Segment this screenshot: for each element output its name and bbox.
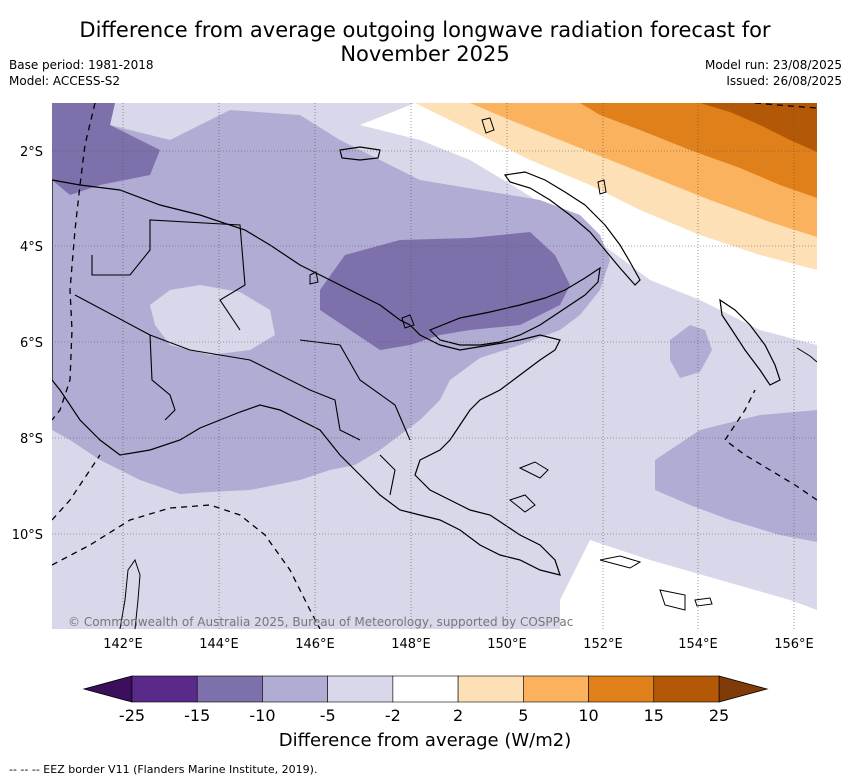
- colorbar-tick-label: 10: [578, 706, 598, 725]
- colorbar-segment: [392, 675, 459, 703]
- coastline-manus: [339, 146, 381, 161]
- colorbar-tick-label: -2: [385, 706, 401, 725]
- colorbar-tick-label: 2: [453, 706, 463, 725]
- colorbar-segment: [262, 675, 328, 703]
- coastline-solomons: [796, 347, 817, 363]
- model-run: Model run: 23/08/2025: [704, 58, 842, 72]
- colorbar-extend-low: [82, 675, 133, 703]
- coastline-small-islands: [508, 461, 713, 611]
- lon-label: 148°E: [391, 637, 431, 652]
- lon-label: 146°E: [295, 637, 335, 652]
- meta-left: Base period: 1981-2018 Model: ACCESS-S2: [9, 57, 154, 89]
- border-provinces-north: [91, 219, 246, 331]
- eez-border-west: [52, 103, 96, 421]
- anomaly-fill-neg-10-central: [320, 232, 570, 350]
- lon-label: 154°E: [678, 637, 718, 652]
- lat-label: 6°S: [20, 336, 43, 351]
- coastline-new-ireland: [503, 171, 641, 286]
- colorbar-title: Difference from average (W/m2): [278, 730, 572, 751]
- anomaly-fill-neutral-south: [560, 540, 817, 629]
- coastline-bougainville: [719, 298, 781, 386]
- colorbar-tick-label: 15: [644, 706, 664, 725]
- map-area: [52, 103, 817, 629]
- lat-label: 2°S: [20, 145, 43, 160]
- title-line-2: November 2025: [340, 42, 510, 66]
- eez-border-south: [52, 504, 321, 629]
- lat-label: 4°S: [20, 240, 43, 255]
- anomaly-fill-pos-15: [580, 103, 817, 198]
- colorbar-segment: [523, 675, 589, 703]
- coastline-new-britain: [428, 266, 601, 346]
- colorbar-tick-label: -10: [249, 706, 275, 725]
- eez-border-southwest: [52, 454, 101, 521]
- model-name: Model: ACCESS-S2: [9, 74, 121, 88]
- lat-label: 8°S: [20, 432, 43, 447]
- border-provinces-south: [379, 454, 396, 496]
- copyright-text: © Commonwealth of Australia 2025, Bureau…: [68, 615, 573, 629]
- colorbar-segment: [653, 675, 720, 703]
- colorbar-tick-label: 5: [518, 706, 528, 725]
- meta-right: Model run: 23/08/2025 Issued: 26/08/2025: [705, 57, 842, 89]
- colorbar-segment: [131, 675, 198, 703]
- lon-label: 150°E: [487, 637, 527, 652]
- colorbar-extend-high: [718, 675, 769, 703]
- anomaly-fill-pocket: [150, 285, 275, 355]
- coastline-cape-york: [119, 558, 141, 629]
- border-provinces-west: [74, 294, 176, 421]
- colorbar-segment: [588, 675, 655, 703]
- lon-label: 144°E: [199, 637, 239, 652]
- base-period: Base period: 1981-2018: [9, 58, 154, 72]
- eez-footnote: -- -- -- EEZ border V11 (Flanders Marine…: [9, 763, 318, 776]
- eez-border-northeast: [754, 103, 817, 109]
- coastline-new-guinea: [52, 179, 561, 576]
- lat-axis: 2°S 4°S 6°S 8°S 10°S: [12, 145, 43, 543]
- gridlines: [52, 103, 817, 629]
- anomaly-fill-neg-5-east: [655, 410, 817, 542]
- coastline-islets: [309, 117, 607, 329]
- colorbar-tick-label: -5: [320, 706, 336, 725]
- lon-label: 156°E: [774, 637, 814, 652]
- issued-date: Issued: 26/08/2025: [726, 74, 842, 88]
- lon-label: 152°E: [583, 637, 623, 652]
- lon-label: 142°E: [103, 637, 143, 652]
- colorbar-segment: [196, 675, 263, 703]
- title-line-1: Difference from average outgoing longwav…: [79, 18, 771, 42]
- anomaly-fill-neg-5-island: [670, 325, 712, 378]
- colorbar-tick-label: -25: [119, 706, 145, 725]
- colorbar: -25 -15 -10 -5 -2 2 5 10 15 25: [82, 675, 769, 725]
- anomaly-fill-pos-25: [700, 103, 817, 152]
- colorbar-segment: [327, 675, 394, 703]
- colorbar-tick-label: -15: [184, 706, 210, 725]
- colorbar-tick-label: 25: [709, 706, 729, 725]
- anomaly-fill-neg-10-west: [52, 103, 160, 195]
- lat-label: 10°S: [12, 528, 43, 543]
- chart-title: Difference from average outgoing longwav…: [0, 18, 850, 66]
- border-provinces-east: [299, 339, 411, 441]
- colorbar-segment: [457, 675, 524, 703]
- border-provinces-central: [149, 334, 361, 441]
- lon-axis: 142°E 144°E 146°E 148°E 150°E 152°E 154°…: [103, 637, 814, 652]
